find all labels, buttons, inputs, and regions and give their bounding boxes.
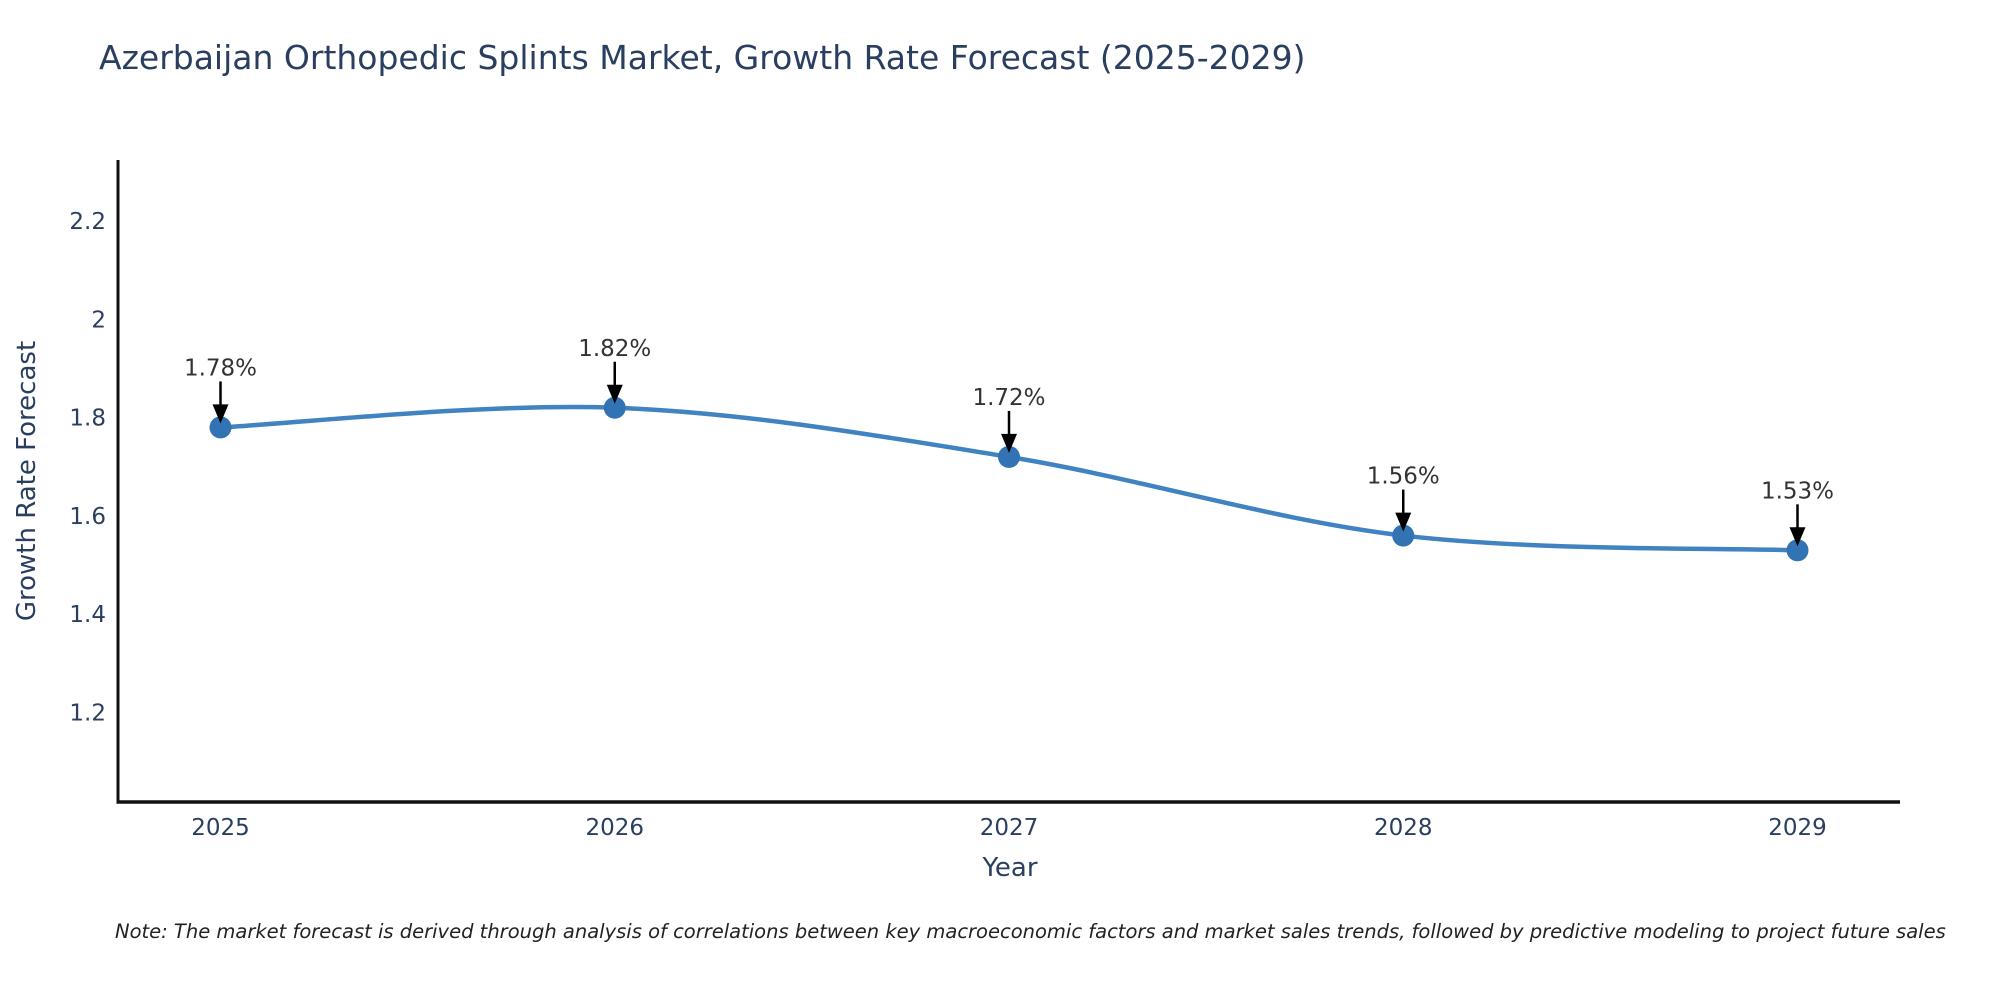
x-tick-label: 2028 xyxy=(1374,815,1433,841)
data-point[interactable] xyxy=(209,416,232,439)
x-tick-label: 2026 xyxy=(585,815,644,841)
y-tick-label: 1.2 xyxy=(69,701,106,727)
data-point[interactable] xyxy=(1786,539,1809,562)
annotation-arrow-head xyxy=(1001,433,1017,453)
annotation-arrow-head xyxy=(1789,527,1806,547)
y-axis-title: Growth Rate Forecast xyxy=(12,340,42,622)
x-tick-label: 2029 xyxy=(1768,815,1827,841)
y-tick-label: 2 xyxy=(91,307,106,333)
y-tick-label: 1.8 xyxy=(69,406,106,432)
point-annotation: 1.82% xyxy=(578,336,651,362)
x-tick-label: 2027 xyxy=(980,815,1039,841)
chart-title: Azerbaijan Orthopedic Splints Market, Gr… xyxy=(99,38,1306,77)
point-annotation: 1.72% xyxy=(972,385,1045,411)
footnote-container: Note: The market forecast is derived thr… xyxy=(115,920,2000,943)
x-tick-label: 2025 xyxy=(191,815,250,841)
annotation-arrow-head xyxy=(1395,512,1412,532)
point-annotation: 1.78% xyxy=(184,355,257,381)
point-annotation: 1.53% xyxy=(1761,478,1834,504)
data-point[interactable] xyxy=(1392,524,1415,547)
data-point[interactable] xyxy=(998,445,1020,468)
x-axis-title: Year xyxy=(982,853,1038,883)
y-tick-label: 1.6 xyxy=(69,504,106,530)
annotation-arrow-head xyxy=(212,404,229,424)
annotation-arrow-head xyxy=(606,384,623,404)
data-point[interactable] xyxy=(603,396,626,419)
y-tick-label: 1.4 xyxy=(69,602,106,628)
footnote-text: Note: The market forecast is derived thr… xyxy=(115,920,1946,943)
y-tick-label: 2.2 xyxy=(69,209,106,235)
point-annotation: 1.56% xyxy=(1367,464,1440,490)
